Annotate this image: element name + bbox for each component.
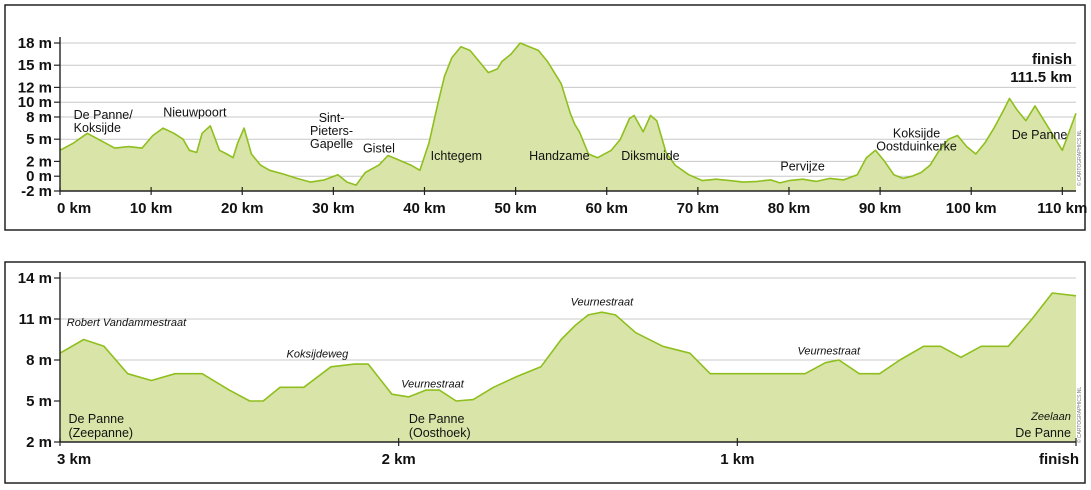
x-tick-label: 50 km [494,200,537,217]
place-label: Sint- [319,111,345,125]
y-tick-label: 0 m [26,168,52,185]
finish-label: finish [1032,51,1072,68]
x-tick-label: 20 km [221,200,264,217]
place-label: Gistel [363,142,395,156]
place-label: Pervijze [780,159,825,173]
x-tick-label: finish [1039,451,1079,468]
finish-label: 111.5 km [1010,69,1072,86]
x-tick-label: 90 km [859,200,902,217]
elevation-area [60,43,1076,191]
place-label: (Zeepanne) [68,426,133,440]
place-label: Ichtegem [431,149,482,163]
street-label: Veurnestraat [571,296,635,308]
place-label: Pieters- [310,124,353,138]
place-label: De Panne [1012,128,1068,142]
street-label: Veurnestraat [401,378,465,390]
y-tick-label: -2 m [21,183,52,200]
street-label: Zeelaan [1030,411,1071,423]
y-tick-label: 2 m [26,153,52,170]
place-label: De Panne [68,412,124,426]
street-label: Veurnestraat [797,346,861,358]
x-tick-label: 30 km [312,200,355,217]
x-tick-label: 60 km [585,200,628,217]
y-tick-label: 2 m [26,434,52,451]
elevation-line [59,42,1077,186]
y-tick-label: 8 m [26,109,52,126]
place-label: De Panne [1015,426,1071,440]
x-tick-label: 10 km [130,200,173,217]
y-tick-label: 12 m [18,79,52,96]
x-tick-label: 70 km [677,200,720,217]
place-label: De Panne/ [74,108,134,122]
y-tick-label: 8 m [26,352,52,369]
finish-elevation-profile: 2 m 5 m 8 m 11 m 14 m 3 km 2 km 1 km finish Rober… [4,261,1086,484]
route-elevation-profile: -2 m0 m2 m 5 m 8 m10 m12 m 15 m 18 m 0 km 10 k… [4,4,1087,231]
credit-text: © CARTOGRAPHICS.NL [1076,387,1083,444]
x-tick-label: 0 km [57,200,91,217]
street-label: Robert Vandammestraat [67,317,187,329]
x-tick-label: 2 km [382,451,416,468]
y-tick-label: 14 m [18,270,52,287]
x-tick-label: 3 km [57,451,91,468]
x-tick-label: 80 km [768,200,811,217]
x-tick-label: 40 km [403,200,446,217]
y-tick-label: 10 m [18,94,52,111]
elevation-line [59,292,1077,402]
place-label: Koksijde [74,121,121,135]
y-tick-label: 5 m [26,131,52,148]
elevation-area [60,293,1076,442]
place-label: Koksijde [893,126,940,140]
place-label: Nieuwpoort [163,105,227,119]
place-label: De Panne [409,412,465,426]
y-tick-label: 18 m [18,35,52,52]
street-label: Koksijdeweg [287,348,350,360]
x-tick-label: 100 km [946,200,997,217]
place-label: Gapelle [310,137,353,151]
place-label: (Oosthoek) [409,426,471,440]
place-label: Handzame [529,149,589,163]
y-tick-label: 15 m [18,57,52,74]
x-tick-label: 110 km [1037,200,1087,217]
credit-text: © CARTOGRAPHICS.NL [1076,130,1083,187]
x-tick-label: 1 km [720,451,754,468]
place-label: Oostduinkerke [876,139,957,153]
y-tick-label: 11 m [19,311,52,328]
place-label: Diksmuide [621,149,679,163]
y-tick-label: 5 m [26,393,52,410]
